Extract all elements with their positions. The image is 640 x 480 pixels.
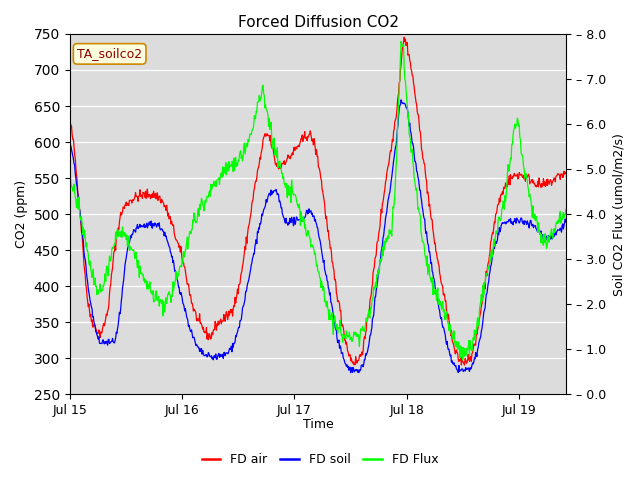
Title: Forced Diffusion CO2: Forced Diffusion CO2 [237,15,399,30]
X-axis label: Time: Time [303,419,333,432]
Text: TA_soilco2: TA_soilco2 [77,48,142,60]
Legend: FD air, FD soil, FD Flux: FD air, FD soil, FD Flux [196,448,444,471]
Y-axis label: CO2 (ppm): CO2 (ppm) [15,180,28,248]
Y-axis label: Soil CO2 Flux (umol/m2/s): Soil CO2 Flux (umol/m2/s) [612,132,625,296]
